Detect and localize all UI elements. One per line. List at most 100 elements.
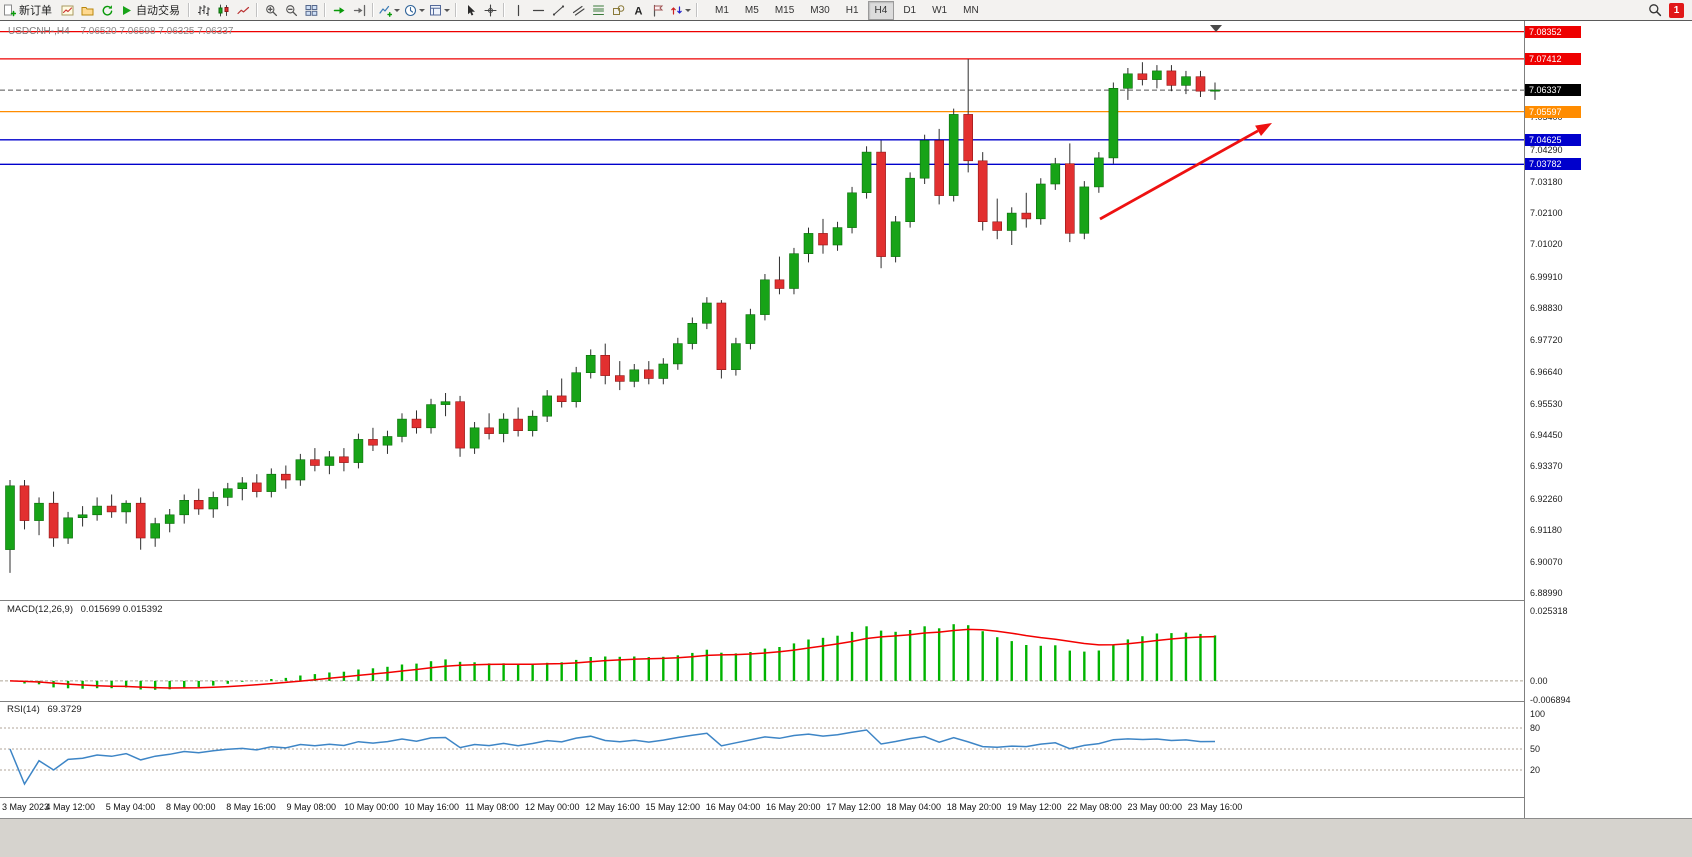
axis-label: 6.93370 bbox=[1530, 461, 1563, 472]
refresh-icon bbox=[102, 4, 112, 16]
axis-label: 0.025318 bbox=[1530, 605, 1568, 616]
ohlc-label: 7.06520 7.06598 7.06325 7.06337 bbox=[80, 26, 234, 37]
panel-separator[interactable] bbox=[0, 701, 1692, 702]
shapes-button[interactable] bbox=[608, 1, 628, 19]
cursor-button[interactable] bbox=[460, 1, 480, 19]
axis-label: 7.04290 bbox=[1530, 144, 1563, 155]
macd-values: 0.015699 0.015392 bbox=[80, 604, 163, 615]
channel-button[interactable] bbox=[568, 1, 588, 19]
time-axis-label: 8 May 00:00 bbox=[165, 802, 216, 812]
timeframe-w1[interactable]: W1 bbox=[932, 4, 948, 16]
time-axis[interactable]: 3 May 2023 4 May 12:00 5 May 04:00 8 May 00… bbox=[0, 798, 1524, 818]
time-axis-label: 17 May 12:00 bbox=[826, 802, 881, 812]
notification-badge[interactable]: 1 bbox=[1669, 2, 1684, 18]
svg-text:A: A bbox=[634, 5, 642, 17]
toolbar-separator bbox=[324, 3, 326, 17]
time-axis-label: 16 May 20:00 bbox=[765, 802, 821, 812]
axis-label: 6.88990 bbox=[1530, 588, 1563, 599]
arrows-button[interactable] bbox=[668, 1, 693, 19]
axis-label: 6.92260 bbox=[1530, 493, 1563, 504]
auto-scroll-button[interactable] bbox=[329, 1, 349, 19]
fibonacci-button[interactable] bbox=[588, 1, 608, 19]
refresh-button[interactable] bbox=[97, 1, 117, 19]
text-icon: A bbox=[634, 5, 642, 17]
price-line-badge: 7.08352 bbox=[1525, 25, 1581, 38]
timeframe-m30[interactable]: M30 bbox=[810, 4, 830, 16]
time-axis-label: 23 May 16:00 bbox=[1187, 802, 1243, 812]
autotrading-label: 自动交易 bbox=[136, 5, 180, 17]
tile-windows-button[interactable] bbox=[301, 1, 321, 19]
chart-shift-button[interactable] bbox=[349, 1, 369, 19]
candlestick-chart-button[interactable] bbox=[213, 1, 233, 19]
time-axis-label: 4 May 12:00 bbox=[45, 802, 96, 812]
bar-chart-button[interactable] bbox=[193, 1, 213, 19]
search-icon bbox=[1649, 4, 1662, 17]
timeframe-m15[interactable]: M15 bbox=[774, 4, 795, 16]
arrows-icon bbox=[671, 5, 682, 15]
time-axis-label: 8 May 16:00 bbox=[226, 802, 276, 812]
time-axis-label: 18 May 04:00 bbox=[886, 802, 942, 812]
timeframe-m1[interactable]: M1 bbox=[715, 4, 729, 16]
price-axis[interactable]: 7.054007.042907.031807.021007.010206.999… bbox=[1524, 21, 1692, 819]
new-chart-button[interactable] bbox=[57, 1, 77, 19]
horizontal-lines bbox=[0, 30, 1524, 165]
shapes-icon bbox=[612, 4, 624, 15]
axis-label: 6.97720 bbox=[1530, 335, 1563, 346]
line-chart-icon bbox=[236, 6, 249, 14]
time-axis-label: 3 May 2023 bbox=[2, 802, 50, 812]
horizontal-line-button[interactable] bbox=[528, 1, 548, 19]
axis-label: 6.96640 bbox=[1530, 366, 1563, 377]
macd-label: MACD(12,26,9) 0.015699 0.015392 bbox=[7, 604, 163, 615]
bar-chart-icon bbox=[197, 4, 210, 16]
vertical-line-icon bbox=[517, 4, 519, 16]
price-chart[interactable] bbox=[0, 21, 1524, 819]
macd-panel bbox=[0, 624, 1524, 690]
toolbar-separator bbox=[455, 3, 457, 17]
timeframe-d1[interactable]: D1 bbox=[903, 4, 917, 16]
bottom-panel bbox=[0, 818, 1692, 857]
text-label-button[interactable] bbox=[648, 1, 668, 19]
axis-label: 7.03180 bbox=[1530, 176, 1563, 187]
axis-label: 6.98830 bbox=[1530, 302, 1563, 313]
new-chart-icon bbox=[61, 5, 73, 15]
toolbar-separator bbox=[696, 3, 698, 17]
time-axis-label: 19 May 12:00 bbox=[1006, 802, 1062, 812]
crosshair-button[interactable] bbox=[480, 1, 500, 19]
axis-label: 0.00 bbox=[1530, 675, 1548, 686]
timeframe-buttons: M1 M5 M15 M30 H1 H4 D1 W1 MN bbox=[707, 0, 987, 20]
macd-name: MACD(12,26,9) bbox=[7, 604, 73, 615]
timeframe-h1[interactable]: H1 bbox=[845, 4, 859, 16]
templates-button[interactable] bbox=[427, 1, 452, 19]
time-axis-label: 15 May 12:00 bbox=[645, 802, 701, 812]
new-order-button[interactable]: 新订单 bbox=[0, 1, 57, 19]
candlesticks bbox=[5, 59, 1220, 573]
profiles-button[interactable] bbox=[77, 1, 97, 19]
timeframe-h4[interactable]: H4 bbox=[867, 0, 895, 20]
axis-label: 6.91180 bbox=[1530, 524, 1562, 535]
axis-label: 7.01020 bbox=[1530, 239, 1563, 250]
dropdown-caret bbox=[685, 9, 691, 15]
trendline-button[interactable] bbox=[548, 1, 568, 19]
time-axis-label: 12 May 16:00 bbox=[585, 802, 640, 812]
panel-separator[interactable] bbox=[0, 600, 1692, 601]
dropdown-caret bbox=[419, 9, 425, 15]
autotrading-icon bbox=[123, 5, 131, 15]
vertical-line-button[interactable] bbox=[508, 1, 528, 19]
symbol-period-label: USDCNH-,H4 bbox=[8, 26, 70, 37]
time-axis-label: 10 May 00:00 bbox=[344, 802, 399, 812]
indicators-button[interactable] bbox=[377, 1, 402, 19]
search-button[interactable] bbox=[1645, 1, 1665, 19]
text-button[interactable]: A bbox=[628, 1, 648, 19]
zoom-out-button[interactable] bbox=[281, 1, 301, 19]
zoom-in-button[interactable] bbox=[261, 1, 281, 19]
timeframe-m5[interactable]: M5 bbox=[744, 4, 759, 16]
timeframe-mn[interactable]: MN bbox=[963, 4, 979, 16]
axis-label: 20 bbox=[1530, 765, 1541, 775]
line-chart-button[interactable] bbox=[233, 1, 253, 19]
axis-label: 6.95530 bbox=[1530, 398, 1563, 409]
axis-label: 6.99910 bbox=[1530, 271, 1563, 282]
autotrading-button[interactable]: 自动交易 bbox=[117, 1, 185, 19]
periods-clock-icon bbox=[404, 4, 417, 16]
chart-overlays bbox=[1099, 25, 1272, 221]
periods-button[interactable] bbox=[402, 1, 427, 19]
